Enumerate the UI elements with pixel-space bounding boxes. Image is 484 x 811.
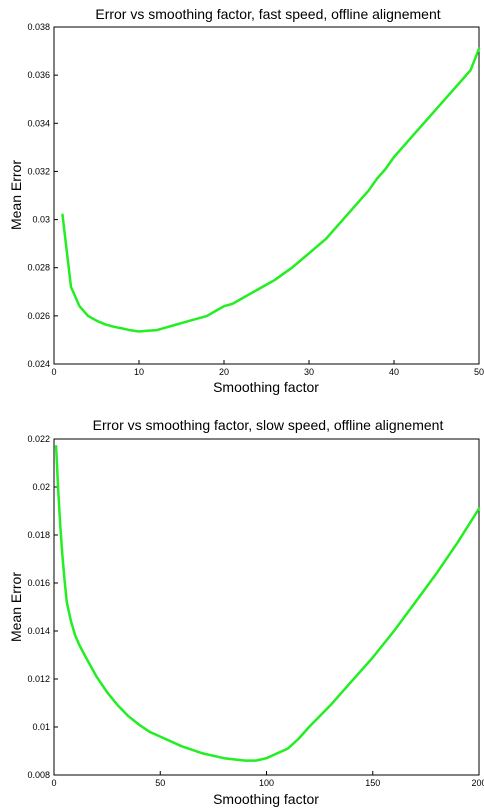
axis-ticks: 0 10 20 30 40 50 0.024 0.026 0.028 0.03 0.032 0.034… bbox=[27, 22, 484, 377]
x-tick-label: 200 bbox=[471, 778, 484, 788]
series-line bbox=[61, 47, 481, 333]
y-tick-label: 0.032 bbox=[27, 166, 50, 176]
chart-title: Error vs smoothing factor, fast speed, o… bbox=[95, 6, 440, 22]
y-tick-label: 0.01 bbox=[32, 722, 50, 732]
y-tick-label: 0.022 bbox=[27, 434, 50, 444]
y-tick-label: 0.012 bbox=[27, 674, 50, 684]
x-tick-label: 50 bbox=[474, 367, 484, 377]
y-tick-label: 0.036 bbox=[27, 70, 50, 80]
plot-frame bbox=[53, 26, 480, 365]
chart-slow-speed: Error vs smoothing factor, slow speed, o… bbox=[8, 417, 484, 807]
y-tick-label: 0.03 bbox=[32, 215, 50, 225]
y-tick-label: 0.034 bbox=[27, 118, 50, 128]
y-tick-label: 0.038 bbox=[27, 22, 50, 32]
series-line bbox=[54, 444, 481, 762]
y-axis-label: Mean Error bbox=[8, 160, 24, 230]
x-tick-label: 40 bbox=[389, 367, 399, 377]
x-tick-label: 100 bbox=[259, 778, 274, 788]
chart-fast-speed: Error vs smoothing factor, fast speed, o… bbox=[8, 6, 484, 395]
x-tick-label: 30 bbox=[304, 367, 314, 377]
y-tick-label: 0.014 bbox=[27, 626, 50, 636]
y-tick-label: 0.008 bbox=[27, 770, 50, 780]
y-tick-label: 0.028 bbox=[27, 263, 50, 273]
y-tick-label: 0.024 bbox=[27, 359, 50, 369]
y-tick-label: 0.02 bbox=[32, 482, 50, 492]
y-axis-label: Mean Error bbox=[8, 572, 24, 642]
x-tick-label: 10 bbox=[134, 367, 144, 377]
x-axis-label: Smoothing factor bbox=[213, 379, 319, 395]
chart-title: Error vs smoothing factor, slow speed, o… bbox=[93, 417, 444, 433]
x-tick-label: 20 bbox=[219, 367, 229, 377]
axis-ticks: 0 50 100 150 200 0.008 0.01 0.012 0.014 0.016 0.01… bbox=[27, 434, 484, 788]
x-tick-label: 0 bbox=[51, 778, 56, 788]
y-tick-label: 0.018 bbox=[27, 530, 50, 540]
x-tick-label: 50 bbox=[155, 778, 165, 788]
y-tick-label: 0.016 bbox=[27, 578, 50, 588]
x-axis-label: Smoothing factor bbox=[213, 791, 319, 807]
plot-frame bbox=[53, 438, 480, 776]
x-tick-label: 150 bbox=[365, 778, 380, 788]
y-tick-label: 0.026 bbox=[27, 311, 50, 321]
x-tick-label: 0 bbox=[51, 367, 56, 377]
